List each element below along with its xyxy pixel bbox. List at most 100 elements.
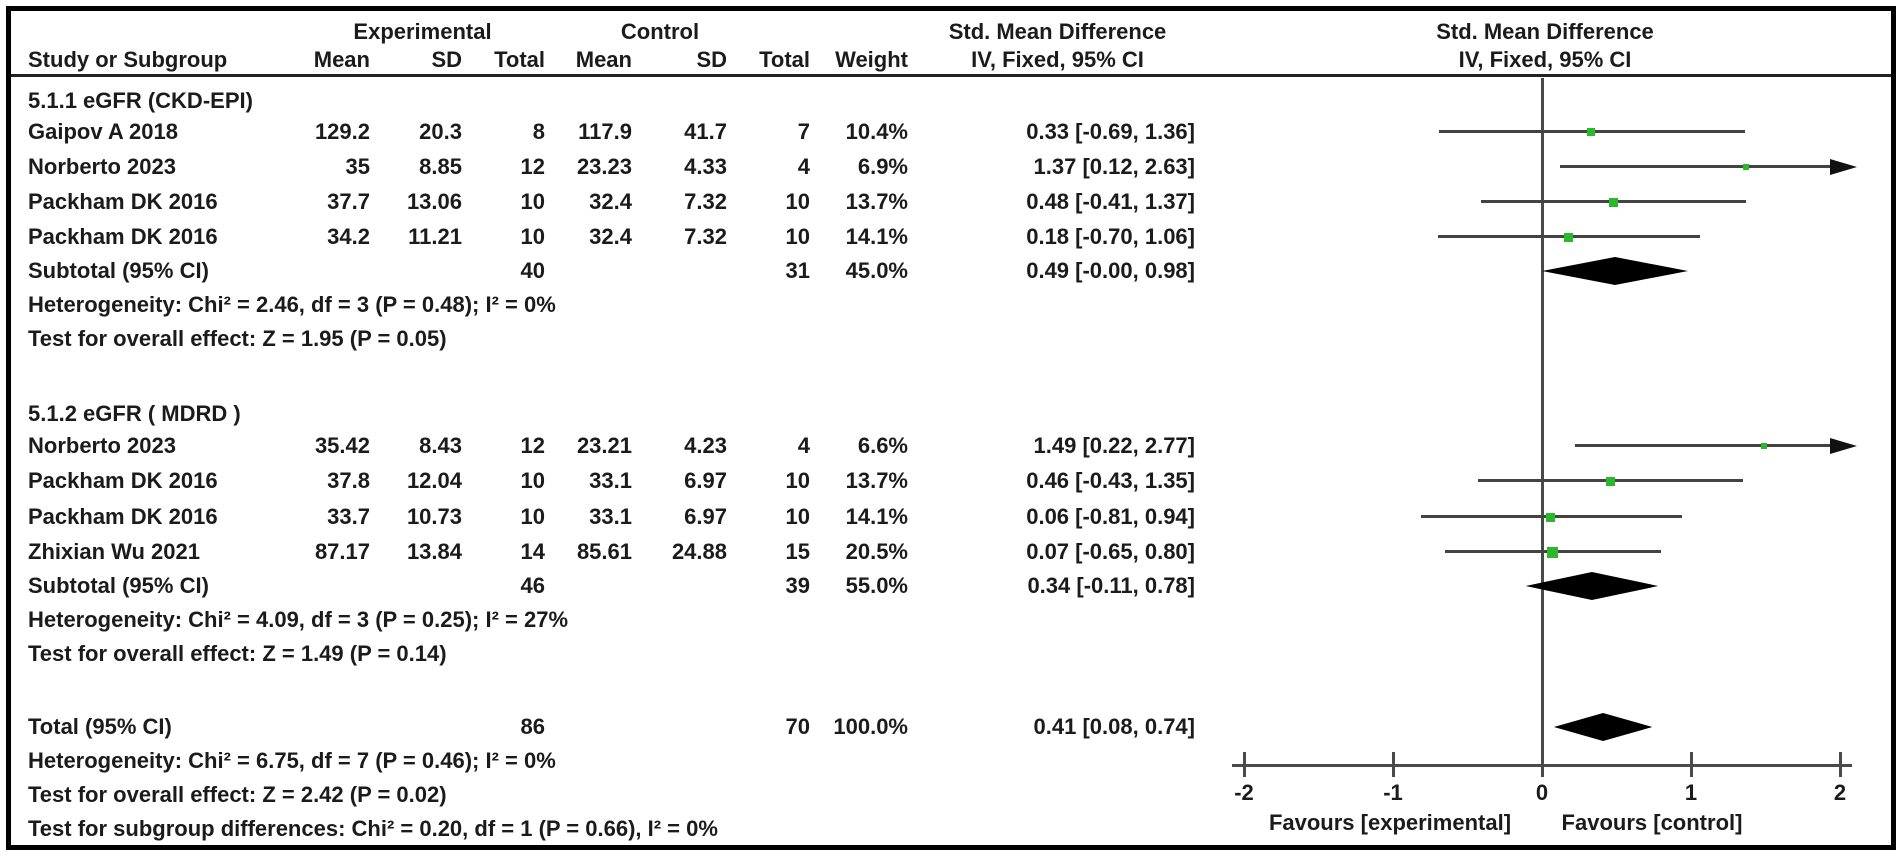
study-row-total_exp: 12 bbox=[520, 433, 545, 458]
header-rule bbox=[11, 74, 1891, 77]
total-row-weight: 100.0% bbox=[833, 714, 908, 739]
study-row-study: Norberto 2023 bbox=[28, 154, 176, 179]
study-row-mean_exp: 37.7 bbox=[327, 189, 370, 214]
x-axis-tick-label: -2 bbox=[1234, 780, 1254, 805]
effect-marker bbox=[1547, 547, 1558, 558]
favours-right-label: Favours [control] bbox=[1561, 810, 1743, 835]
column-group-control: Control bbox=[620, 19, 700, 44]
study-row-mean_exp: 34.2 bbox=[327, 224, 370, 249]
study-row-total_ctl: 7 bbox=[797, 119, 810, 144]
study-row-ci_text: 0.18 [-0.70, 1.06] bbox=[1026, 224, 1195, 249]
study-row-sd_exp: 12.04 bbox=[406, 468, 462, 493]
study-row-sd_ctl: 24.88 bbox=[671, 539, 727, 564]
study-row-ci_text: 0.33 [-0.69, 1.36] bbox=[1026, 119, 1195, 144]
study-row-sd_ctl: 6.97 bbox=[684, 468, 727, 493]
subgroup-differences-note: Test for subgroup differences: Chi² = 0.… bbox=[28, 816, 718, 841]
study-row-sd_ctl: 7.32 bbox=[684, 224, 727, 249]
study-row-total_exp: 14 bbox=[520, 539, 545, 564]
study-row-study: Packham DK 2016 bbox=[28, 224, 218, 249]
plot-column-title: Std. Mean Difference bbox=[1436, 19, 1654, 44]
study-row-mean_ctl: 23.21 bbox=[576, 433, 632, 458]
study-row-weight: 10.4% bbox=[845, 119, 908, 144]
study-row-weight: 6.6% bbox=[857, 433, 908, 458]
col-header-ci: IV, Fixed, 95% CI bbox=[971, 47, 1144, 72]
study-row-study: Zhixian Wu 2021 bbox=[28, 539, 200, 564]
subtotal-row-total_ctl: 39 bbox=[785, 573, 810, 598]
study-row-weight: 13.7% bbox=[845, 468, 908, 493]
effect-marker bbox=[1761, 443, 1767, 449]
x-axis-tick-label: -1 bbox=[1383, 780, 1403, 805]
study-row-ci_text: 1.37 [0.12, 2.63] bbox=[1033, 154, 1195, 179]
favours-left-label: Favours [experimental] bbox=[1268, 810, 1512, 835]
study-row-ci_text: 0.07 [-0.65, 0.80] bbox=[1026, 539, 1195, 564]
effect-marker bbox=[1743, 164, 1749, 170]
ci-line bbox=[1574, 444, 1830, 447]
study-row-mean_ctl: 33.1 bbox=[589, 504, 632, 529]
study-row-mean_exp: 37.8 bbox=[327, 468, 370, 493]
study-row-total_exp: 10 bbox=[520, 189, 545, 214]
subtotal-row-total_exp: 40 bbox=[520, 258, 545, 283]
heterogeneity-note: Heterogeneity: Chi² = 2.46, df = 3 (P = … bbox=[28, 292, 556, 317]
study-row-mean_ctl: 33.1 bbox=[589, 468, 632, 493]
subtotal-row-study: Subtotal (95% CI) bbox=[28, 573, 209, 598]
total-diamond bbox=[1553, 713, 1653, 741]
total-heterogeneity-note: Heterogeneity: Chi² = 6.75, df = 7 (P = … bbox=[28, 748, 556, 773]
study-row-sd_exp: 11.21 bbox=[408, 224, 462, 249]
study-row-total_ctl: 10 bbox=[785, 189, 810, 214]
study-row-sd_ctl: 6.97 bbox=[684, 504, 727, 529]
subtotal-row-ci_text: 0.49 [-0.00, 0.98] bbox=[1026, 258, 1195, 283]
subtotal-diamond bbox=[1525, 572, 1659, 600]
col-header-sd-ctl: SD bbox=[696, 47, 727, 72]
ci-line bbox=[1559, 165, 1830, 168]
study-row-study: Packham DK 2016 bbox=[28, 468, 218, 493]
heterogeneity-note: Heterogeneity: Chi² = 4.09, df = 3 (P = … bbox=[28, 607, 569, 632]
study-row-mean_exp: 35.42 bbox=[314, 433, 370, 458]
study-row-study: Norberto 2023 bbox=[28, 433, 176, 458]
plot-header-ci: IV, Fixed, 95% CI bbox=[1458, 47, 1632, 72]
overall-effect-note: Test for overall effect: Z = 1.49 (P = 0… bbox=[28, 641, 447, 666]
col-header-mean-exp: Mean bbox=[313, 47, 370, 72]
effect-marker bbox=[1606, 477, 1615, 486]
total-row-study: Total (95% CI) bbox=[28, 714, 172, 739]
study-row-mean_ctl: 85.61 bbox=[576, 539, 632, 564]
study-row-total_exp: 8 bbox=[532, 119, 545, 144]
effect-marker bbox=[1587, 128, 1595, 136]
subtotal-row-ci_text: 0.34 [-0.11, 0.78] bbox=[1027, 573, 1195, 598]
x-axis-tick bbox=[1392, 752, 1395, 777]
study-row-sd_ctl: 41.7 bbox=[684, 119, 727, 144]
study-row-sd_ctl: 4.33 bbox=[684, 154, 727, 179]
study-row-total_ctl: 10 bbox=[785, 224, 810, 249]
study-row-sd_exp: 13.06 bbox=[406, 189, 462, 214]
study-row-study: Packham DK 2016 bbox=[28, 504, 218, 529]
study-row-weight: 6.9% bbox=[857, 154, 908, 179]
study-row-ci_text: 0.48 [-0.41, 1.37] bbox=[1026, 189, 1195, 214]
study-row-mean_ctl: 23.23 bbox=[576, 154, 632, 179]
study-row-total_ctl: 4 bbox=[797, 154, 810, 179]
study-row-sd_ctl: 4.23 bbox=[684, 433, 727, 458]
x-axis-tick bbox=[1243, 752, 1246, 777]
study-row-total_ctl: 15 bbox=[785, 539, 810, 564]
study-row-sd_exp: 8.43 bbox=[419, 433, 462, 458]
effect-marker bbox=[1609, 198, 1618, 207]
arrow-right-icon bbox=[1830, 438, 1857, 454]
study-row-sd_ctl: 7.32 bbox=[684, 189, 727, 214]
subtotal-row-study: Subtotal (95% CI) bbox=[28, 258, 209, 283]
subtotal-row-total_exp: 46 bbox=[520, 573, 545, 598]
arrow-right-icon bbox=[1830, 159, 1857, 175]
col-header-weight: Weight bbox=[835, 47, 908, 72]
study-row-mean_exp: 33.7 bbox=[327, 504, 370, 529]
total-overall-effect-note: Test for overall effect: Z = 2.42 (P = 0… bbox=[28, 782, 447, 807]
x-axis-tick-label: 2 bbox=[1833, 780, 1847, 805]
effect-marker bbox=[1564, 233, 1573, 242]
study-row-ci_text: 0.46 [-0.43, 1.35] bbox=[1026, 468, 1195, 493]
study-row-weight: 20.5% bbox=[845, 539, 908, 564]
subgroup-title: 5.1.2 eGFR ( MDRD ) bbox=[28, 401, 241, 426]
total-row-total_exp: 86 bbox=[520, 714, 545, 739]
study-row-mean_ctl: 32.4 bbox=[589, 224, 632, 249]
study-row-total_exp: 10 bbox=[520, 504, 545, 529]
x-axis-tick-label: 0 bbox=[1535, 780, 1549, 805]
smd-column-title: Std. Mean Difference bbox=[948, 19, 1167, 44]
study-row-sd_exp: 20.3 bbox=[419, 119, 462, 144]
col-header-mean-ctl: Mean bbox=[575, 47, 632, 72]
